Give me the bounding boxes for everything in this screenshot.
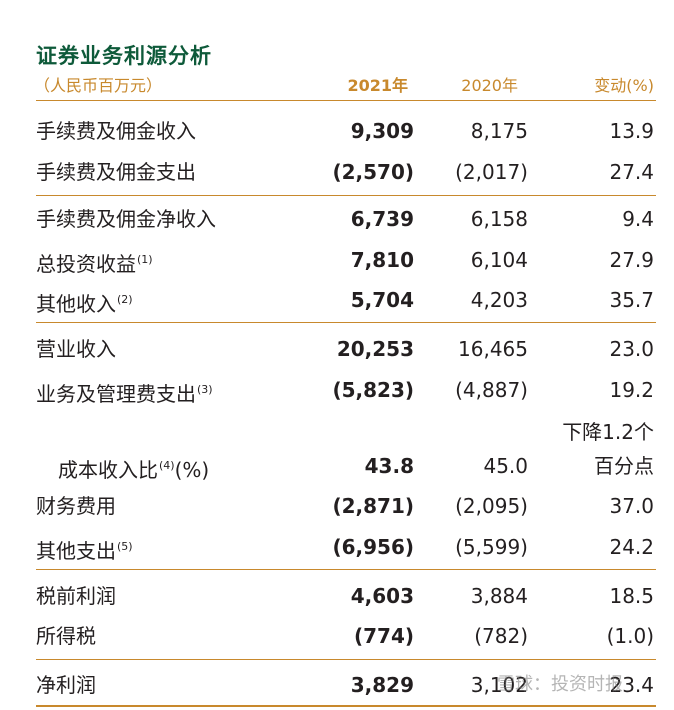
value-2020: 8,175: [470, 119, 528, 143]
value-2021: (6,956): [332, 535, 414, 559]
value-change: 27.9: [609, 248, 654, 272]
table-row: 营业收入 20,253 16,465 23.0: [0, 329, 674, 369]
table-row: 所得税 (774) (782) (1.0): [0, 616, 674, 656]
table-row: 其他支出(5) (6,956) (5,599) 24.2: [0, 527, 674, 567]
section-divider: [36, 195, 656, 196]
row-label: 财务费用: [36, 494, 116, 518]
value-2021: 9,309: [350, 119, 414, 143]
value-change: 23.0: [609, 337, 654, 361]
row-label: 手续费及佣金净收入: [36, 207, 216, 231]
value-change: 23.4: [609, 673, 654, 697]
value-change: 9.4: [622, 207, 654, 231]
row-label: 其他收入(2): [36, 292, 133, 316]
value-change: 13.9: [609, 119, 654, 143]
value-2021: 6,739: [350, 207, 414, 231]
row-label: 成本收入比(4)(%): [58, 458, 210, 482]
value-2020: 3,102: [470, 673, 528, 697]
section-divider: [36, 322, 656, 323]
value-change: 18.5: [609, 584, 654, 608]
change-note-line2: 百分点: [594, 454, 654, 478]
footnote-marker: (3): [197, 383, 213, 396]
footnote-marker: (5): [117, 540, 133, 553]
column-header-2021: 2021年: [347, 76, 408, 95]
column-header-change: 变动(%): [594, 76, 654, 95]
value-change: (1.0): [606, 624, 654, 648]
row-label: 净利润: [36, 673, 96, 697]
row-label: 营业收入: [36, 337, 116, 361]
value-change: 19.2: [609, 378, 654, 402]
value-2020: (2,017): [455, 160, 528, 184]
value-2021: 3,829: [350, 673, 414, 697]
value-2021: (5,823): [332, 378, 414, 402]
row-label: 税前利润: [36, 584, 116, 608]
value-change: 35.7: [609, 288, 654, 312]
value-2020: (782): [474, 624, 528, 648]
table-row: 手续费及佣金净收入 6,739 6,158 9.4: [0, 199, 674, 239]
table-row: 总投资收益(1) 7,810 6,104 27.9: [0, 240, 674, 280]
unit-label: （人民币百万元）: [34, 76, 163, 95]
value-2020: 4,203: [470, 288, 528, 312]
value-2020: 6,158: [470, 207, 528, 231]
row-label: 业务及管理费支出(3): [36, 382, 213, 406]
value-2021: (2,570): [332, 160, 414, 184]
bottom-rule: [36, 705, 656, 707]
table-row: 财务费用 (2,871) (2,095) 37.0: [0, 486, 674, 526]
table-title: 证券业务利源分析: [36, 44, 212, 68]
value-2020: (2,095): [455, 494, 528, 518]
value-2021: (774): [353, 624, 414, 648]
footnote-marker: (1): [137, 253, 153, 266]
table-row: 税前利润 4,603 3,884 18.5: [0, 576, 674, 616]
section-divider: [36, 569, 656, 570]
row-label: 所得税: [36, 624, 96, 648]
value-2020: 45.0: [483, 454, 528, 478]
value-2021: 7,810: [350, 248, 414, 272]
value-change: 37.0: [609, 494, 654, 518]
table-row: 成本收入比(4)(%) 43.8 45.0 百分点: [0, 446, 674, 486]
table-row: 手续费及佣金支出 (2,570) (2,017) 27.4: [0, 152, 674, 192]
header-divider: [36, 100, 656, 101]
column-header-2020: 2020年: [461, 76, 518, 95]
change-note-line1: 下降1.2个: [562, 420, 654, 444]
value-2020: 16,465: [458, 337, 528, 361]
value-2020: 3,884: [470, 584, 528, 608]
footnote-marker: (4): [159, 459, 175, 472]
value-2021: 5,704: [350, 288, 414, 312]
value-2020: (5,599): [455, 535, 528, 559]
value-change: 27.4: [609, 160, 654, 184]
table-row: 业务及管理费支出(3) (5,823) (4,887) 19.2: [0, 370, 674, 410]
table-row: 手续费及佣金收入 9,309 8,175 13.9: [0, 111, 674, 151]
value-2021: 4,603: [350, 584, 414, 608]
watermark: 雪球：投资时报: [497, 674, 623, 695]
value-2020: (4,887): [455, 378, 528, 402]
row-label: 手续费及佣金支出: [36, 160, 196, 184]
footnote-marker: (2): [117, 293, 133, 306]
row-label: 其他支出(5): [36, 539, 133, 563]
value-change: 24.2: [609, 535, 654, 559]
table-row: 净利润 3,829 3,102 23.4: [0, 665, 674, 705]
value-2020: 6,104: [470, 248, 528, 272]
section-divider: [36, 659, 656, 660]
value-2021: (2,871): [332, 494, 414, 518]
table-row: 其他收入(2) 5,704 4,203 35.7: [0, 280, 674, 320]
value-2021: 20,253: [336, 337, 414, 361]
value-2021: 43.8: [364, 454, 414, 478]
row-label: 总投资收益(1): [36, 252, 153, 276]
row-label: 手续费及佣金收入: [36, 119, 196, 143]
